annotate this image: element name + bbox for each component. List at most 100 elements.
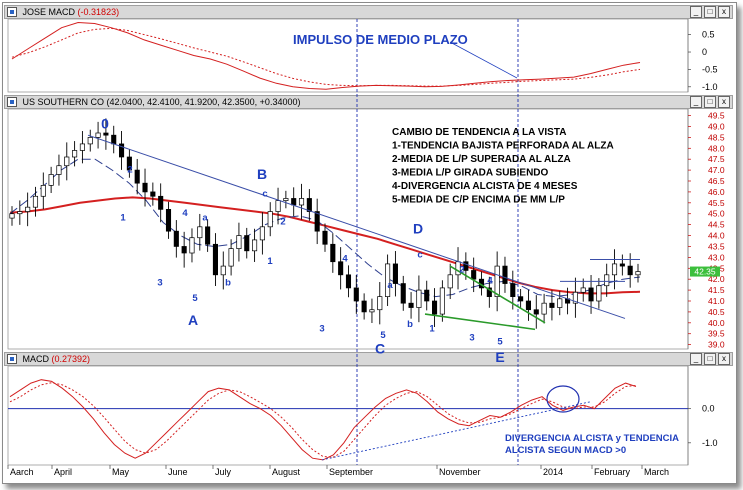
price-bar-body — [439, 287, 445, 315]
summary-line: 2-MEDIA DE L/P SUPERADA AL ALZA — [392, 154, 571, 165]
wave-label: 4 — [487, 276, 493, 287]
main-tick-label: 45.0 — [708, 209, 725, 219]
price-bar-body — [525, 300, 532, 311]
price-bar-body — [267, 211, 273, 228]
price-bar-body — [596, 285, 602, 302]
restore-button[interactable]: □ — [704, 353, 716, 365]
main-tick-label: 40.5 — [708, 307, 725, 317]
main-tick-label: 40.0 — [708, 318, 725, 328]
last-price-label: 42.35 — [694, 267, 716, 277]
short-ma-line — [9, 158, 641, 298]
price-bar-body — [158, 195, 164, 210]
wave-label: 3 — [319, 324, 324, 335]
main-tick-label: 41.5 — [708, 285, 725, 295]
main-tick-label: 41.0 — [708, 296, 725, 306]
wave-label: 5 — [380, 330, 386, 341]
price-bar-body — [486, 287, 492, 297]
price-bar-body — [604, 274, 610, 287]
main-tick-label: 48.5 — [708, 132, 725, 142]
x-tick-label: 2014 — [543, 467, 563, 477]
price-bar-body — [25, 206, 31, 212]
price-bar-body — [580, 287, 586, 293]
restore-button[interactable]: □ — [704, 6, 716, 18]
price-bar-body — [463, 261, 469, 271]
minimize-button[interactable]: _ — [690, 6, 702, 18]
price-bar-body — [447, 274, 453, 289]
price-bar-body — [165, 209, 172, 232]
price-bar-body — [330, 243, 336, 263]
main-tick-label: 47.5 — [708, 154, 725, 164]
close-button[interactable]: x — [718, 353, 730, 365]
x-tick-label: March — [644, 467, 669, 477]
summary-line: 3-MEDIA L/P GIRADA SUBIENDO — [392, 168, 549, 179]
wave-label: B — [257, 166, 267, 182]
restore-button[interactable]: □ — [704, 96, 716, 108]
wave-label: A — [188, 312, 198, 328]
main-panel-values: (42.0400, 42.4100, 41.9200, 42.3500, +0.… — [106, 97, 301, 107]
price-bar-body — [236, 235, 242, 249]
panel-menu-icon[interactable] — [7, 7, 17, 17]
price-bar-body — [494, 265, 500, 297]
price-bar-body — [549, 302, 555, 308]
wave-label: 4 — [182, 208, 188, 219]
price-bar-body — [322, 230, 328, 245]
minimize-button[interactable]: _ — [690, 353, 702, 365]
x-tick-label: Aarch — [10, 467, 34, 477]
price-bar-body — [369, 309, 375, 313]
wave-label: 4 — [342, 254, 348, 265]
panel-menu-icon[interactable] — [7, 354, 17, 364]
macd-divergence-line — [321, 401, 591, 461]
price-bar-body — [283, 198, 289, 201]
trendline — [449, 265, 546, 324]
top-panel-value: (-0.31823) — [77, 7, 120, 17]
top-panel-titlebar[interactable]: JOSE MACD (-0.31823) _ □ x — [4, 5, 733, 19]
main-tick-label: 39.0 — [708, 340, 725, 350]
main-tick-label: 44.0 — [708, 231, 725, 241]
summary-line: 5-MEDIA DE C/P ENCIMA DE MM L/P — [392, 195, 565, 206]
bottom-plot-area — [7, 365, 689, 466]
close-button[interactable]: x — [718, 96, 730, 108]
price-bar-body — [518, 296, 524, 302]
wave-label: 1 — [267, 256, 273, 267]
main-panel-titlebar[interactable]: US SOUTHERN CO (42.0400, 42.4100, 41.920… — [4, 95, 733, 109]
price-bar-body — [87, 137, 93, 145]
price-bar-body — [32, 195, 39, 208]
price-bar-body — [95, 132, 101, 138]
wave-label: 2 — [127, 164, 132, 175]
panel-menu-icon[interactable] — [7, 97, 17, 107]
divergence-annotation: ALCISTA SEGUN MACD >0 — [505, 445, 626, 456]
price-bar-body — [40, 185, 46, 197]
summary-line: CAMBIO DE TENDENCIA A LA VISTA — [392, 127, 566, 138]
top-panel-title: JOSE MACD — [22, 7, 76, 17]
summary-line: 1-TENDENCIA BAJISTA PERFORADA AL ALZA — [392, 141, 614, 152]
price-bar-body — [588, 287, 594, 302]
top-tick-label: 0 — [702, 47, 707, 57]
price-bar-body — [228, 248, 234, 267]
wave-label: 3 — [157, 278, 162, 289]
top-tick-label: -1.0 — [702, 82, 718, 92]
top-plot-area — [7, 18, 689, 93]
price-bar-body — [306, 198, 312, 212]
price-bar-body — [48, 174, 54, 186]
price-bar-body — [79, 143, 85, 151]
price-bar-body — [635, 271, 641, 276]
x-tick-label: September — [329, 467, 373, 477]
price-bar-body — [244, 235, 250, 252]
wave-label: a — [387, 280, 393, 291]
price-bar-body — [377, 296, 383, 311]
macd-cross-ellipse — [546, 385, 580, 413]
price-bar-body — [275, 200, 281, 212]
price-bar-body — [502, 265, 508, 284]
price-bar-body — [385, 263, 391, 297]
minimize-button[interactable]: _ — [690, 96, 702, 108]
trendline — [87, 134, 626, 319]
price-bar-body — [181, 246, 187, 254]
main-tick-label: 48.0 — [708, 143, 725, 153]
main-tick-label: 46.5 — [708, 176, 725, 186]
main-tick-label: 39.5 — [708, 329, 725, 339]
x-tick-label: April — [54, 467, 72, 477]
main-panel-title: US SOUTHERN CO — [22, 97, 105, 107]
bottom-panel-titlebar[interactable]: MACD (0.27392) _ □ x — [4, 352, 733, 366]
close-button[interactable]: x — [718, 6, 730, 18]
